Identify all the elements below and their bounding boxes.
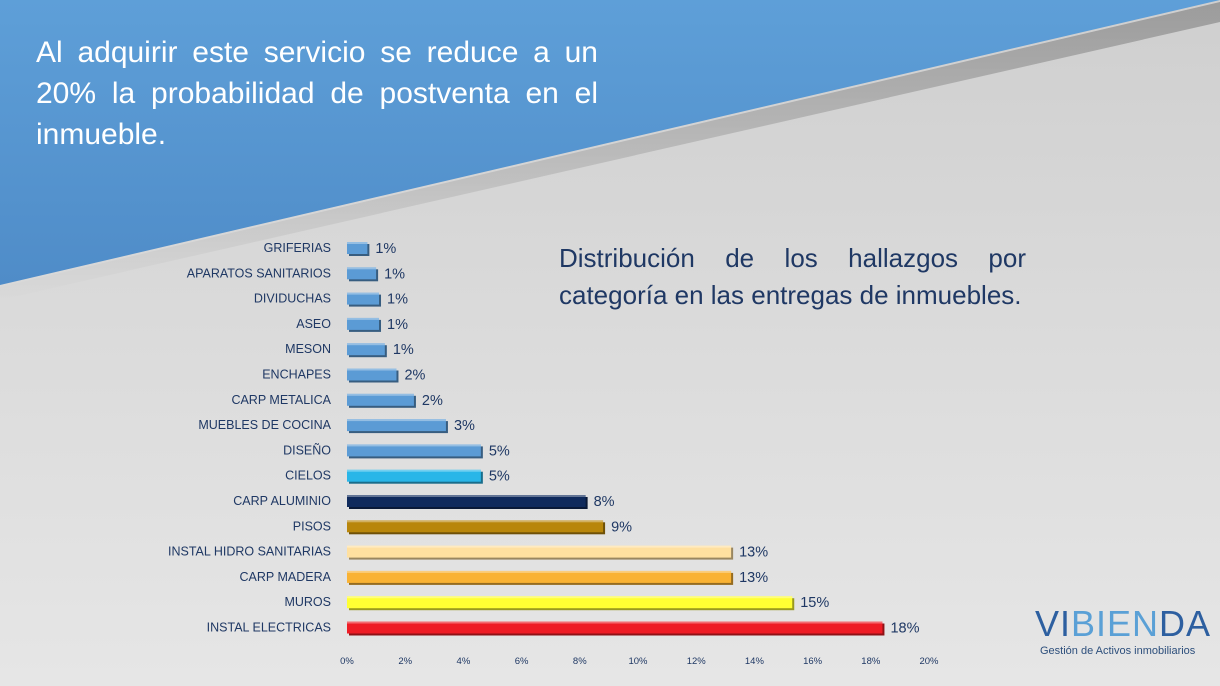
data-label: 1% [384, 266, 405, 282]
bar-highlight [347, 545, 732, 548]
bar [347, 570, 732, 583]
logo-word-part2: BIEN [1071, 603, 1160, 644]
category-label: MESON [285, 342, 331, 356]
x-tick-label: 14% [745, 656, 765, 667]
bar [347, 596, 793, 609]
data-label: 13% [739, 570, 768, 586]
bar [347, 469, 481, 482]
bar-highlight [347, 570, 732, 573]
bar-highlight [347, 343, 385, 346]
bar [347, 444, 481, 457]
bar [347, 545, 732, 558]
vibienda-logo: VIBIENDA Gestión de Activos inmobiliario… [1035, 605, 1210, 658]
category-label: ENCHAPES [262, 368, 331, 382]
data-label: 2% [404, 368, 425, 384]
x-tick-label: 2% [398, 656, 412, 667]
bar [347, 368, 397, 381]
x-tick-label: 10% [628, 656, 648, 667]
x-tick-label: 6% [515, 656, 529, 667]
bar-highlight [347, 267, 377, 270]
data-label: 8% [594, 494, 615, 510]
data-label: 13% [739, 545, 768, 561]
category-label: ASEO [296, 317, 331, 331]
category-label: GRIFERIAS [264, 241, 331, 255]
header-banner [0, 0, 1220, 300]
bar [347, 419, 446, 432]
data-label: 3% [454, 418, 475, 434]
bar [347, 495, 586, 507]
bar [347, 393, 414, 406]
bar-highlight [347, 242, 368, 244]
category-label: DISEÑO [283, 443, 331, 457]
bar-highlight [347, 469, 481, 472]
logo-word-part3: DA [1159, 603, 1212, 644]
logo-word-part1: VI [1035, 603, 1072, 644]
bar [347, 621, 883, 634]
x-tick-label: 0% [340, 656, 354, 667]
category-label: MUROS [284, 595, 331, 609]
category-label: INSTAL HIDRO SANITARIAS [168, 545, 331, 559]
bar [347, 520, 604, 533]
category-label: INSTAL ELECTRICAS [207, 621, 331, 635]
category-label: CIELOS [285, 469, 331, 483]
chart-subtitle: Distribución de los hallazgos por catego… [559, 243, 1026, 310]
category-label: CARP MADERA [240, 570, 332, 584]
data-label: 9% [611, 519, 632, 535]
bar-highlight [347, 419, 446, 422]
data-label: 1% [387, 317, 408, 333]
data-label: 1% [393, 342, 414, 358]
data-label: 1% [387, 292, 408, 308]
x-tick-label: 18% [861, 656, 881, 667]
category-label: APARATOS SANITARIOS [187, 266, 331, 280]
bar [347, 292, 380, 305]
bar-highlight [347, 368, 397, 371]
data-label: 18% [890, 621, 919, 637]
data-label: 15% [800, 595, 829, 611]
bar-highlight [347, 292, 380, 295]
bar [347, 267, 377, 280]
category-label: DIVIDUCHAS [254, 292, 331, 306]
bar-highlight [347, 393, 414, 396]
category-label: CARP METALICA [231, 393, 331, 407]
bar-highlight [347, 596, 793, 599]
bar-highlight [347, 317, 380, 320]
bar-highlight [347, 495, 586, 497]
headline: Al adquirir este servicio se reduce a un… [36, 36, 598, 151]
x-tick-label: 16% [803, 656, 823, 667]
x-tick-label: 12% [687, 656, 707, 667]
x-tick-label: 20% [919, 656, 939, 667]
bar [347, 343, 385, 356]
category-label: CARP ALUMINIO [233, 494, 331, 508]
x-tick-label: 8% [573, 656, 587, 667]
data-label: 5% [489, 443, 510, 459]
bar-highlight [347, 520, 604, 523]
bar-highlight [347, 621, 883, 624]
data-label: 5% [489, 469, 510, 485]
category-label: PISOS [293, 519, 331, 533]
x-tick-label: 4% [457, 656, 471, 667]
logo-wordmark: VIBIENDA [1035, 605, 1210, 643]
data-label: 2% [422, 393, 443, 409]
logo-tagline: Gestión de Activos inmobiliarios [1040, 645, 1196, 657]
category-label: MUEBLES DE COCINA [198, 418, 331, 432]
bar [347, 242, 368, 254]
bar [347, 317, 380, 330]
bar-highlight [347, 444, 481, 447]
data-label: 1% [375, 241, 396, 257]
